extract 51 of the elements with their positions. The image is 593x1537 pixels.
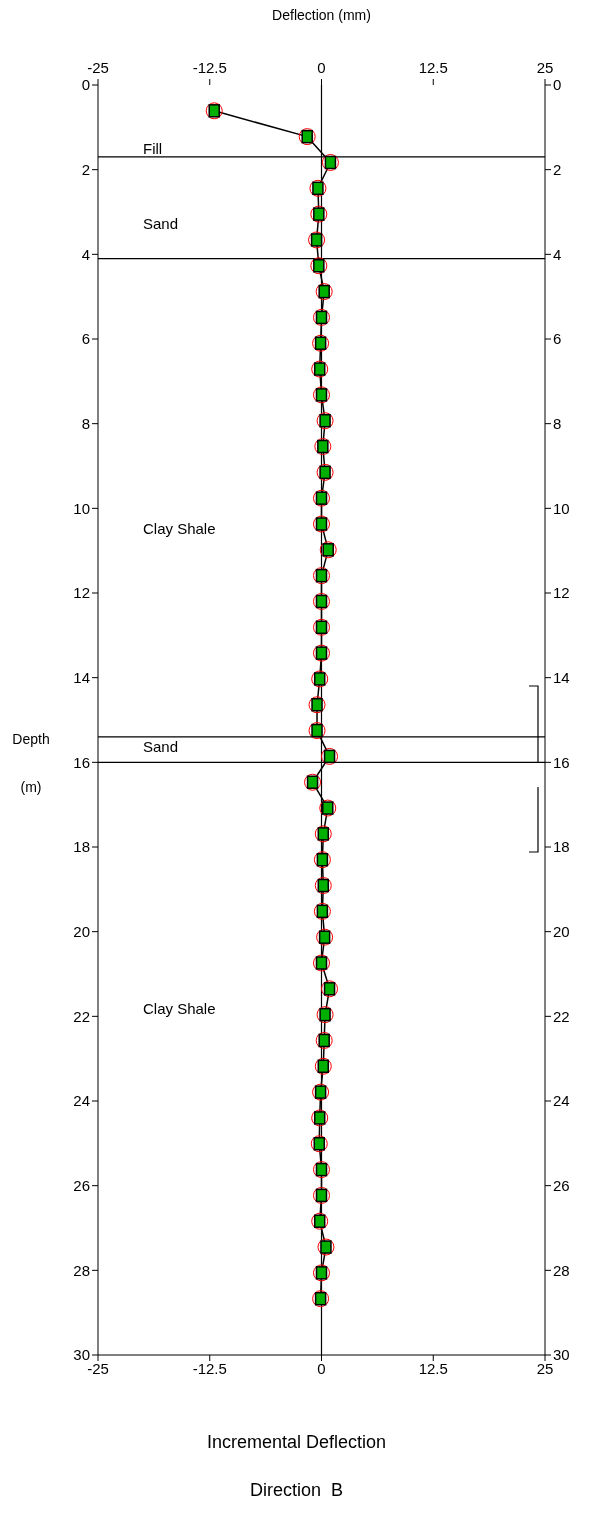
y2-tick-label: 8 [553, 414, 562, 432]
y2-tick-label: 16 [553, 753, 570, 771]
y-tick-label: 6 [81, 330, 90, 348]
y-tick-label: 18 [73, 838, 90, 856]
y2-tick-label: 30 [553, 1346, 570, 1364]
y-tick-label: 24 [73, 1092, 90, 1110]
annotation: Fill [143, 140, 163, 157]
x-axis-title: Deflection (mm) [272, 7, 371, 23]
y2-tick-label: 20 [553, 922, 570, 940]
text: Direction B [248, 1480, 344, 1501]
annotation: Clay Shale [143, 520, 216, 537]
y2-tick-label: 10 [553, 499, 570, 517]
y-tick-label: 10 [73, 499, 90, 517]
x-tick-label: -12.5 [192, 1359, 227, 1377]
x2-tick-label: 25 [536, 59, 554, 76]
y2-tick-label: 4 [553, 245, 562, 263]
y2-tick-label: 12 [553, 584, 570, 602]
x2-tick-label: 12.5 [418, 59, 448, 76]
y2-tick-label: 26 [553, 1176, 570, 1194]
y2-tick-label: 18 [553, 838, 570, 856]
x2-tick-label: 0 [317, 59, 326, 76]
x2-tick-label: -25 [87, 59, 109, 76]
y-tick-label: 28 [73, 1261, 90, 1279]
y-tick-label: 2 [81, 160, 90, 178]
annotation: Clay Shale [143, 1000, 216, 1017]
x-tick-label: 0 [317, 1359, 326, 1377]
annotation: Sand [143, 738, 179, 755]
text: Incremental Deflection [205, 1432, 388, 1453]
y-tick-label: 22 [73, 1007, 90, 1025]
annotation: Sand [143, 215, 179, 232]
y2-tick-label: 2 [553, 160, 562, 178]
y2-tick-label: 28 [553, 1261, 570, 1279]
y-tick-label: 14 [73, 668, 90, 686]
y2-tick-label: 14 [553, 668, 570, 686]
x-tick-label: 12.5 [418, 1359, 448, 1377]
text: Depth (m) [12, 731, 50, 795]
y2-tick-label: 0 [553, 76, 562, 94]
y-tick-label: 16 [73, 753, 90, 771]
y-tick-label: 4 [81, 245, 90, 263]
y-tick-label: 20 [73, 922, 90, 940]
x2-tick-label: -12.5 [192, 59, 227, 76]
y-tick-label: 8 [81, 414, 90, 432]
y-tick-label: 30 [73, 1346, 90, 1364]
y-tick-label: 0 [81, 76, 90, 94]
y2-tick-label: 6 [553, 330, 562, 348]
x-tick-label: 25 [536, 1359, 554, 1377]
y2-tick-label: 24 [553, 1092, 570, 1110]
x-tick-label: -25 [87, 1359, 109, 1377]
y-tick-label: 26 [73, 1176, 90, 1194]
y-tick-label: 12 [73, 584, 90, 602]
y2-tick-label: 22 [553, 1007, 570, 1025]
